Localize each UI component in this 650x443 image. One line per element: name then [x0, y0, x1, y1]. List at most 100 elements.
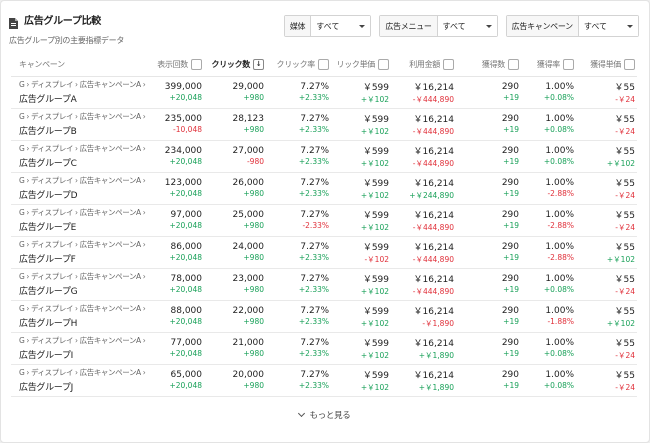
- campaign-cell: G › ディスプレイ › 広告キャンペーンA › 広告グループD: [11, 172, 146, 205]
- cpc-cell: ￥599 +￥102: [331, 268, 391, 301]
- campaign-filter[interactable]: 広告キャンペーン すべて: [505, 15, 639, 37]
- impressions-delta: +20,048: [169, 221, 202, 230]
- cvr-delta: -2.88%: [547, 189, 574, 198]
- conversions-cell: 290 +19: [456, 300, 521, 333]
- column-checkbox[interactable]: [443, 58, 454, 70]
- cpc-delta: +￥102: [360, 126, 389, 136]
- column-header-cost[interactable]: 利用金額: [391, 53, 456, 77]
- cvr-cell: 1.00% +0.08%: [521, 364, 576, 397]
- ad-group-name[interactable]: 広告グループJ: [19, 383, 74, 393]
- table-row[interactable]: G › ディスプレイ › 広告キャンペーンA › 広告グループG 78,000 +20…: [11, 268, 637, 301]
- column-checkbox[interactable]: [624, 58, 635, 70]
- campaign-path[interactable]: G › ディスプレイ › 広告キャンペーンA ›: [19, 144, 146, 153]
- cpa-delta: -￥24: [615, 94, 635, 104]
- campaign-path[interactable]: G › ディスプレイ › 広告キャンペーンA ›: [19, 272, 146, 281]
- ad-group-name[interactable]: 広告グループH: [19, 319, 78, 329]
- column-header-cpc[interactable]: リック単価: [331, 53, 391, 77]
- campaign-path[interactable]: G › ディスプレイ › 広告キャンペーンA ›: [19, 368, 146, 377]
- conversions-cell: 290 +19: [456, 204, 521, 237]
- ad-group-name[interactable]: 広告グループA: [19, 95, 77, 105]
- impressions-value: 78,000: [170, 274, 203, 284]
- cpa-cell: ￥55 -￥24: [576, 364, 637, 397]
- campaign-path[interactable]: G › ディスプレイ › 広告キャンペーンA ›: [19, 208, 146, 217]
- column-checkbox[interactable]: [508, 58, 519, 70]
- clicks-cell: 24,000 +980: [204, 236, 266, 269]
- cpc-delta: +￥102: [360, 382, 389, 392]
- campaign-filter-select[interactable]: すべて: [578, 16, 638, 36]
- cvr-delta: +0.08%: [543, 157, 574, 166]
- table-row[interactable]: G › ディスプレイ › 広告キャンペーンA › 広告グループJ 65,000 +20…: [11, 364, 637, 397]
- cpa-cell: ￥55 +￥102: [576, 140, 637, 173]
- column-checkbox[interactable]: [378, 58, 389, 70]
- column-checkbox[interactable]: [563, 58, 574, 70]
- cost-value: ￥16,214: [413, 114, 455, 125]
- cpc-cell: ￥599 +￥102: [331, 172, 391, 205]
- ad-menu-filter[interactable]: 広告メニュー すべて: [379, 15, 498, 37]
- column-label: 獲得数: [481, 59, 505, 69]
- column-checkbox[interactable]: [191, 58, 202, 70]
- conversions-value: 290: [501, 242, 519, 252]
- cpa-delta: -￥24: [615, 286, 635, 296]
- table-row[interactable]: G › ディスプレイ › 広告キャンペーンA › 広告グループA 399,000 +2…: [11, 76, 637, 109]
- ad-menu-filter-select[interactable]: すべて: [437, 16, 497, 36]
- clicks-value: 24,000: [232, 242, 265, 252]
- table-row[interactable]: G › ディスプレイ › 広告キャンペーンA › 広告グループC 234,000 +2…: [11, 140, 637, 173]
- ad-group-name[interactable]: 広告グループD: [19, 191, 78, 201]
- conversions-cell: 290 +19: [456, 172, 521, 205]
- clicks-delta: +980: [243, 221, 264, 230]
- ad-menu-filter-value: すべて: [442, 21, 466, 31]
- ad-group-name[interactable]: 広告グループG: [19, 287, 78, 297]
- ctr-value: 7.27%: [300, 146, 329, 156]
- table-row[interactable]: G › ディスプレイ › 広告キャンペーンA › 広告グループB 235,000 -1…: [11, 108, 637, 141]
- column-header-campaign: キャンペーン: [11, 53, 146, 77]
- filter-bar: 媒体 すべて 広告メニュー すべて 広告キャンペーン すべて: [283, 15, 639, 37]
- cpc-delta: +￥102: [360, 94, 389, 104]
- cpa-value: ￥55: [614, 306, 635, 317]
- ad-group-name[interactable]: 広告グループC: [19, 159, 77, 169]
- cpa-delta: +￥102: [606, 254, 635, 264]
- ad-group-name[interactable]: 広告グループI: [19, 351, 74, 361]
- ctr-value: 7.27%: [300, 306, 329, 316]
- ad-group-name[interactable]: 広告グループF: [19, 255, 76, 265]
- campaign-path[interactable]: G › ディスプレイ › 広告キャンペーンA ›: [19, 240, 146, 249]
- ad-group-name[interactable]: 広告グループE: [19, 223, 77, 233]
- caret-down-icon: [359, 24, 366, 28]
- campaign-path[interactable]: G › ディスプレイ › 広告キャンペーンA ›: [19, 112, 146, 121]
- table-row[interactable]: G › ディスプレイ › 広告キャンペーンA › 広告グループF 86,000 +20…: [11, 236, 637, 269]
- cpa-value: ￥55: [614, 242, 635, 253]
- table-row[interactable]: G › ディスプレイ › 広告キャンペーンA › 広告グループH 88,000 +20…: [11, 300, 637, 333]
- media-filter-select[interactable]: すべて: [311, 16, 371, 36]
- show-more-button[interactable]: もっと見る: [1, 409, 649, 421]
- table-row[interactable]: G › ディスプレイ › 広告キャンペーンA › 広告グループE 97,000 +20…: [11, 204, 637, 237]
- column-header-clicks[interactable]: クリック数 ↓: [204, 53, 266, 77]
- table-row[interactable]: G › ディスプレイ › 広告キャンペーンA › 広告グループI 77,000 +20…: [11, 332, 637, 365]
- cost-value: ￥16,214: [413, 338, 455, 349]
- media-filter[interactable]: 媒体 すべて: [283, 15, 372, 37]
- cpa-cell: ￥55 -￥24: [576, 172, 637, 205]
- page-title: 広告グループ比較: [24, 16, 101, 27]
- cost-value: ￥16,214: [413, 306, 455, 317]
- column-header-conversions[interactable]: 獲得数: [456, 53, 521, 77]
- table-row[interactable]: G › ディスプレイ › 広告キャンペーンA › 広告グループD 123,000 +2…: [11, 172, 637, 205]
- conversions-value: 290: [501, 370, 519, 380]
- column-header-cvr[interactable]: 獲得率: [521, 53, 576, 77]
- ctr-value: 7.27%: [300, 114, 329, 124]
- column-checkbox[interactable]: [318, 58, 329, 70]
- page-subtitle: 広告グループ別の主要指標データ: [9, 36, 125, 45]
- sort-down-icon[interactable]: ↓: [253, 58, 264, 70]
- clicks-value: 26,000: [232, 178, 265, 188]
- campaign-path[interactable]: G › ディスプレイ › 広告キャンペーンA ›: [19, 176, 146, 185]
- impressions-delta: +20,048: [169, 93, 202, 102]
- cost-cell: ￥16,214 -￥444,890: [391, 204, 456, 237]
- ad-group-name[interactable]: 広告グループB: [19, 127, 77, 137]
- campaign-path[interactable]: G › ディスプレイ › 広告キャンペーンA ›: [19, 336, 146, 345]
- column-header-ctr[interactable]: クリック率: [266, 53, 331, 77]
- ctr-delta: +2.33%: [298, 285, 329, 294]
- column-header-cpa[interactable]: 獲得単価: [576, 53, 637, 77]
- campaign-path[interactable]: G › ディスプレイ › 広告キャンペーンA ›: [19, 80, 146, 89]
- ad-menu-filter-label: 広告メニュー: [380, 16, 438, 36]
- cpc-value: ￥599: [362, 242, 389, 253]
- column-header-impressions[interactable]: 表示回数: [146, 53, 204, 77]
- campaign-path[interactable]: G › ディスプレイ › 広告キャンペーンA ›: [19, 304, 146, 313]
- clicks-cell: 29,000 +980: [204, 76, 266, 109]
